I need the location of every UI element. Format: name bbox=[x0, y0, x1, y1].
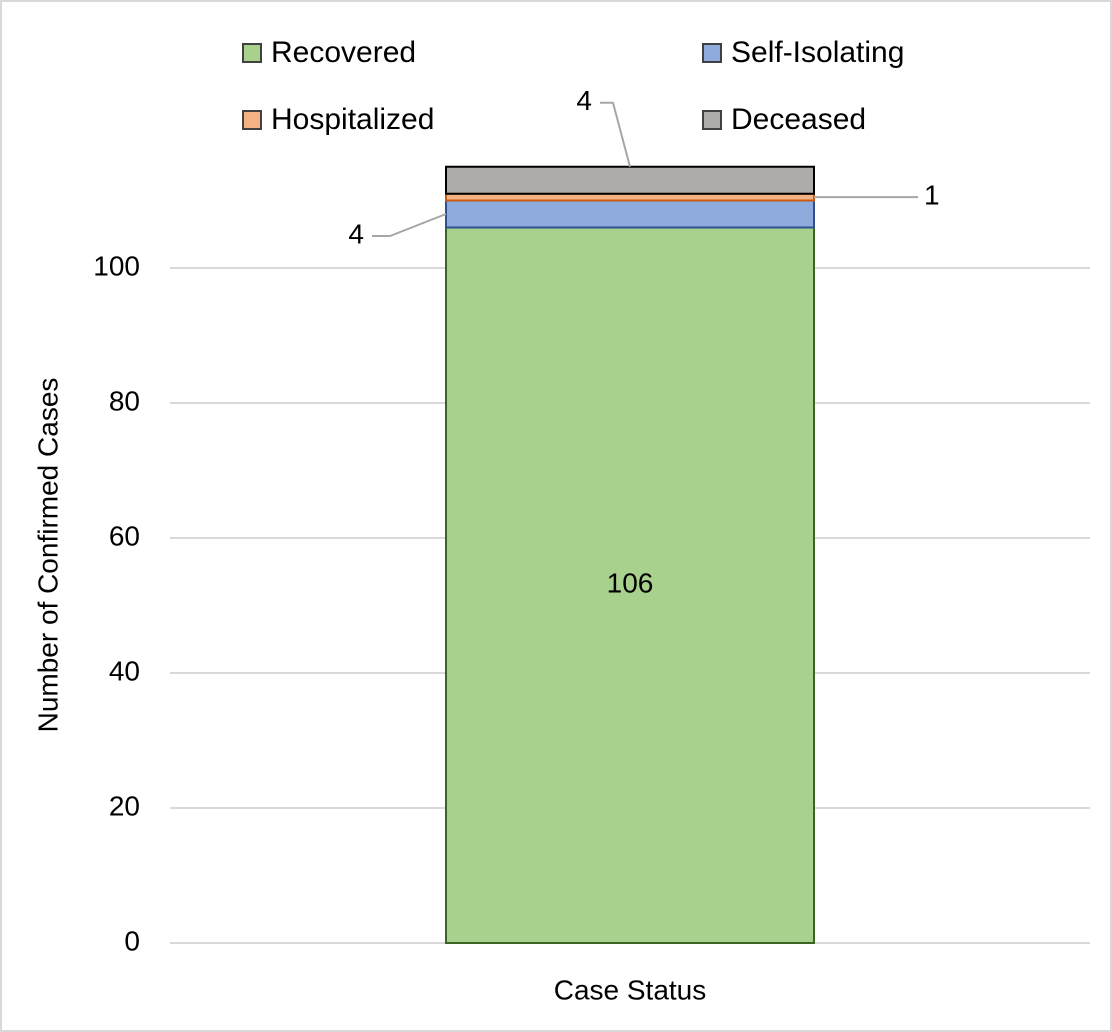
legend-swatch bbox=[702, 110, 722, 130]
bar-segment bbox=[445, 165, 815, 195]
legend-swatch bbox=[242, 110, 262, 130]
bar-segment bbox=[445, 192, 815, 202]
x-tick-label: Case Status bbox=[554, 974, 707, 1005]
y-tick-label: 60 bbox=[109, 520, 140, 551]
data-label: 1 bbox=[924, 180, 940, 211]
legend-label: Hospitalized bbox=[271, 103, 434, 136]
y-axis-title: Number of Confirmed Cases bbox=[32, 378, 63, 733]
leader-line bbox=[600, 101, 631, 168]
leader-line bbox=[372, 213, 447, 237]
data-label: 4 bbox=[348, 218, 364, 249]
legend-swatch bbox=[702, 43, 722, 63]
legend-label: Recovered bbox=[271, 36, 416, 69]
legend-label: Deceased bbox=[731, 103, 866, 136]
y-tick-label: 100 bbox=[93, 250, 140, 281]
y-tick-label: 80 bbox=[109, 385, 140, 416]
data-label: 4 bbox=[576, 85, 592, 116]
y-tick-label: 0 bbox=[124, 925, 140, 956]
legend-swatch bbox=[242, 43, 262, 63]
bar-segment bbox=[445, 226, 815, 944]
data-label: 106 bbox=[607, 568, 654, 599]
y-tick-label: 40 bbox=[109, 655, 140, 686]
bar-segment bbox=[445, 199, 815, 229]
legend-label: Self-Isolating bbox=[731, 36, 904, 69]
y-tick-label: 20 bbox=[109, 790, 140, 821]
